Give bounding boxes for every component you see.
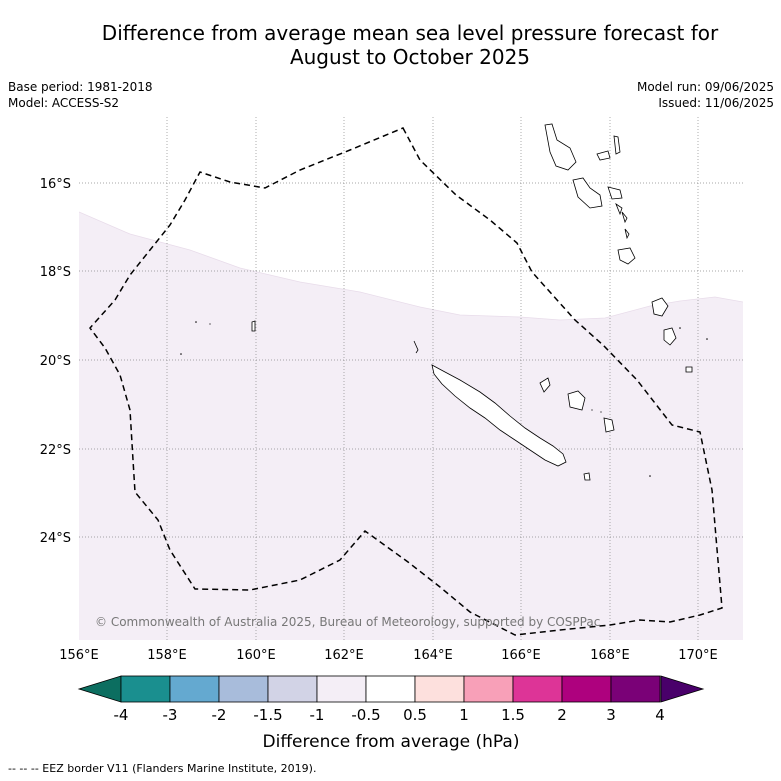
colorbar-tick-label: 3 (606, 706, 616, 724)
colorbar-segment (610, 675, 661, 703)
colorbar-tick-label: -1.5 (253, 706, 282, 724)
colorbar-segment (316, 675, 367, 703)
colorbar-segment (169, 675, 220, 703)
colorbar-segment (267, 675, 318, 703)
model-name: Model: ACCESS-S2 (8, 96, 120, 110)
lon-label: 160°E (236, 648, 276, 663)
colorbar-tick-label: -3 (163, 706, 178, 724)
loyalty-islands (539, 377, 615, 433)
model-run: Model run: 09/06/2025 (636, 80, 774, 94)
colorbar-tick-label: -0.5 (351, 706, 380, 724)
colorbar: -4 -3 -2 -1.5 -1 -0.5 0.5 1 1.5 2 3 4 Difference fr… (77, 675, 705, 752)
colorbar-segment (414, 675, 465, 703)
colorbar-tick-label: -4 (114, 706, 129, 724)
map-plot-area: © Commonwealth of Australia 2025, Bureau… (79, 117, 743, 640)
colorbar-segment (120, 675, 171, 703)
new-caledonia-island (431, 364, 567, 467)
copyright-notice: © Commonwealth of Australia 2025, Bureau… (95, 615, 600, 629)
pressure-anomaly-region (79, 212, 743, 640)
graticule (79, 117, 743, 640)
colorbar-segment (512, 675, 563, 703)
colorbar-segment (463, 675, 514, 703)
issued-date: Issued: 11/06/2025 (658, 96, 774, 110)
lat-label: 16°S (40, 177, 71, 192)
colorbar-under-arrow (77, 675, 122, 703)
lon-label: 164°E (413, 648, 453, 663)
lat-label: 24°S (40, 531, 71, 546)
colorbar-label: Difference from average (hPa) (263, 732, 520, 752)
lon-label: 170°E (678, 648, 718, 663)
map-title-line-2: August to October 2025 (289, 45, 531, 69)
lat-label: 18°S (40, 265, 71, 280)
lat-label: 20°S (40, 354, 71, 369)
base-period: Base period: 1981-2018 (8, 80, 153, 94)
map-title-line-1: Difference from average mean sea level p… (101, 21, 719, 45)
latitude-labels: 16°S 18°S 20°S 22°S 24°S (40, 177, 71, 546)
lon-label: 168°E (590, 648, 630, 663)
lat-label: 22°S (40, 443, 71, 458)
longitude-labels: 156°E 158°E 160°E 162°E 164°E 166°E 168°… (59, 648, 718, 663)
lon-label: 162°E (324, 648, 364, 663)
vanuatu-islands (544, 123, 636, 265)
colorbar-over-arrow (660, 675, 705, 703)
colorbar-segment (218, 675, 269, 703)
colorbar-tick-label: 4 (655, 706, 665, 724)
colorbar-tick-label: 1.5 (501, 706, 525, 724)
lon-label: 166°E (501, 648, 541, 663)
colorbar-segment (365, 675, 416, 703)
eez-border (89, 127, 723, 636)
colorbar-segment (561, 675, 612, 703)
colorbar-tick-label: 2 (557, 706, 567, 724)
colorbar-tick-label: -1 (310, 706, 325, 724)
eez-legend: -- -- -- EEZ border V11 (Flanders Marine… (8, 762, 317, 775)
colorbar-tick-label: 1 (459, 706, 469, 724)
lon-label: 156°E (59, 648, 99, 663)
colorbar-tick-label: -2 (212, 706, 227, 724)
lon-label: 158°E (147, 648, 187, 663)
colorbar-tick-label: 0.5 (403, 706, 427, 724)
